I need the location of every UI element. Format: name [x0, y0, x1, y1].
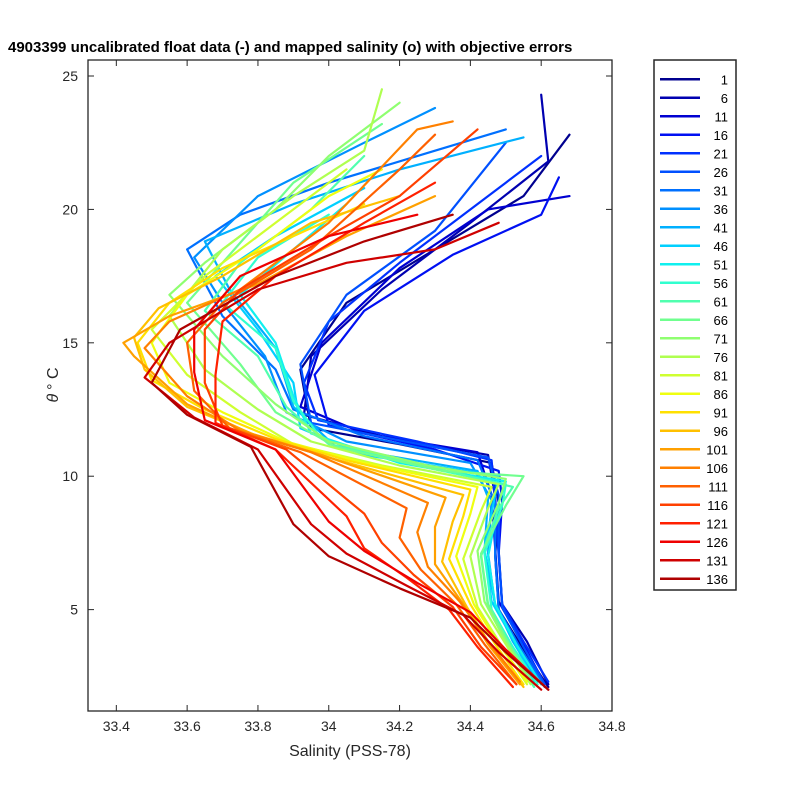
legend-label-131: 131: [706, 553, 728, 568]
legend-box: [653, 59, 737, 591]
axes-box: [87, 59, 613, 712]
legend-label-26: 26: [714, 165, 728, 180]
legend-label-51: 51: [714, 257, 728, 272]
legend-label-11: 11: [715, 109, 729, 124]
series-line-71: [168, 101, 532, 683]
series-line-21: [302, 154, 550, 683]
legend-label-61: 61: [714, 294, 728, 309]
x-axis-label: Salinity (PSS-78): [289, 743, 411, 760]
y-axis-label-unit: ° C: [45, 367, 62, 389]
series-line-91: [136, 203, 525, 686]
x-tick-label: 33.4: [103, 718, 130, 734]
x-tick-label: 34.8: [598, 718, 625, 734]
chart-title: 4903399 uncalibrated float data (-) and …: [8, 39, 572, 56]
legend-label-81: 81: [714, 368, 728, 383]
x-axis: 33.4 33.6 33.8 34 34.2 34.4 34.6 34.8: [103, 60, 626, 734]
y-tick-label: 5: [70, 602, 78, 618]
legend-label-66: 66: [714, 313, 728, 328]
legend-label-6: 6: [721, 91, 728, 106]
y-tick-label: 25: [62, 68, 78, 84]
legend-label-91: 91: [714, 405, 728, 420]
legend-label-106: 106: [706, 461, 728, 476]
y-axis-label-symbol: θ: [45, 394, 62, 403]
legend-label-41: 41: [714, 220, 728, 235]
y-tick-label: 20: [62, 201, 78, 217]
y-axis-label: θ ° C: [45, 367, 62, 402]
legend-label-71: 71: [714, 331, 728, 346]
plot-lines: [122, 88, 571, 691]
legend-label-101: 101: [706, 442, 728, 457]
series-line-76: [168, 88, 532, 686]
legend: 1611162126313641465156616671768186919610…: [653, 59, 737, 591]
x-tick-label: 33.8: [244, 718, 271, 734]
series-line-136: [150, 213, 550, 691]
legend-label-121: 121: [706, 516, 728, 531]
legend-label-76: 76: [714, 350, 728, 365]
legend-label-31: 31: [714, 183, 728, 198]
series-line-1: [299, 133, 571, 689]
legend-label-116: 116: [707, 498, 728, 513]
legend-label-16: 16: [714, 128, 728, 143]
legend-label-36: 36: [714, 202, 728, 217]
legend-label-21: 21: [714, 146, 728, 161]
series-line-26: [299, 141, 546, 686]
series-line-111: [186, 133, 518, 686]
y-axis: 5 10 15 20 25: [62, 68, 612, 618]
legend-label-96: 96: [714, 424, 728, 439]
legend-label-56: 56: [714, 276, 728, 291]
legend-label-126: 126: [706, 535, 728, 550]
x-tick-label: 34.6: [528, 718, 555, 734]
x-tick-label: 34.4: [457, 718, 484, 734]
legend-label-1: 1: [721, 72, 728, 87]
legend-label-46: 46: [714, 239, 728, 254]
series-line-126: [193, 213, 550, 691]
y-tick-label: 10: [62, 468, 78, 484]
series-line-116: [203, 128, 518, 686]
x-tick-label: 34.2: [386, 718, 413, 734]
series-line-66: [186, 122, 536, 686]
y-tick-label: 15: [62, 335, 78, 351]
legend-label-111: 111: [708, 479, 728, 494]
x-tick-label: 34: [321, 718, 337, 734]
x-tick-label: 33.6: [174, 718, 201, 734]
legend-label-86: 86: [714, 387, 728, 402]
legend-label-136: 136: [706, 572, 728, 587]
